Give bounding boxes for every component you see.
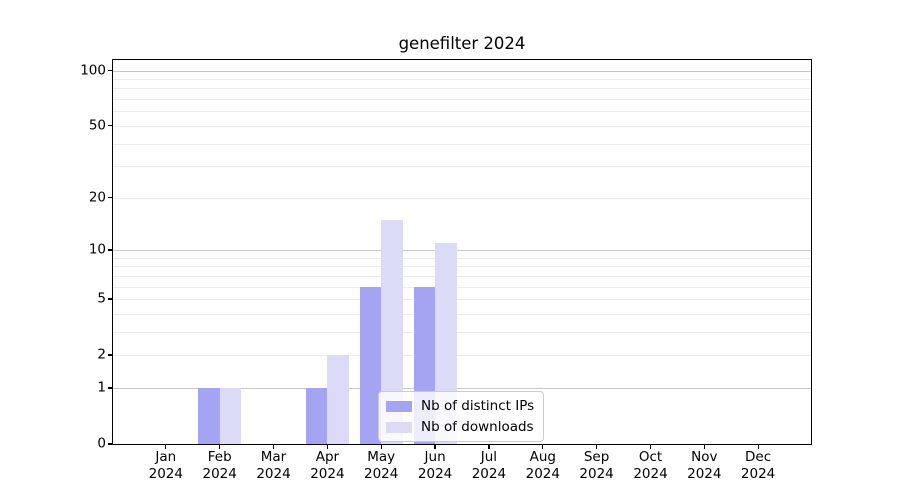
x-tick xyxy=(703,444,705,449)
legend-label-downloads: Nb of downloads xyxy=(421,419,534,435)
y-tick xyxy=(108,197,113,199)
legend: Nb of distinct IPs Nb of downloads xyxy=(378,391,545,442)
y-tick xyxy=(108,69,113,72)
gridline-minor xyxy=(113,125,811,127)
gridline-minor xyxy=(113,331,811,333)
x-tick-label: Apr 2024 xyxy=(287,449,367,483)
bar-distinct-ips xyxy=(305,387,328,444)
x-tick-month: Mar xyxy=(260,449,287,465)
x-tick-month: Nov xyxy=(691,449,718,465)
gridline-major xyxy=(113,387,811,389)
y-tick-label: 0 xyxy=(97,435,106,452)
x-tick-label: Jun 2024 xyxy=(395,449,475,483)
y-tick-label: 100 xyxy=(80,61,106,78)
legend-swatch-downloads-icon xyxy=(386,421,412,433)
y-tick xyxy=(108,298,113,300)
y-tick-label: 5 xyxy=(97,290,106,307)
x-tick xyxy=(488,444,490,449)
bar-downloads xyxy=(381,219,403,444)
x-tick-month: Sep xyxy=(583,449,610,465)
gridline-minor xyxy=(113,313,811,315)
x-tick-year: 2024 xyxy=(256,466,291,482)
legend-swatch-distinct-ips-icon xyxy=(386,400,412,412)
x-tick xyxy=(757,444,759,449)
gridline-minor xyxy=(113,143,811,145)
x-tick xyxy=(326,444,328,449)
gridline-minor xyxy=(113,99,811,100)
x-tick-month: Feb xyxy=(207,449,232,465)
x-tick xyxy=(380,444,382,449)
y-tick xyxy=(108,125,113,127)
y-tick-label: 50 xyxy=(88,117,106,134)
x-tick-year: 2024 xyxy=(364,466,399,482)
y-tick xyxy=(108,249,113,251)
legend-row-distinct-ips: Nb of distinct IPs xyxy=(386,397,534,415)
x-tick xyxy=(434,444,436,449)
gridline-major xyxy=(113,249,811,251)
x-tick-year: 2024 xyxy=(687,466,722,482)
bar-downloads xyxy=(327,355,349,444)
bar-downloads xyxy=(219,387,242,444)
x-tick-month: Aug xyxy=(529,449,556,465)
gridline-minor xyxy=(113,286,811,288)
x-tick-month: Oct xyxy=(638,449,663,465)
plot-area xyxy=(113,60,811,444)
x-tick xyxy=(272,444,275,449)
legend-label-distinct-ips: Nb of distinct IPs xyxy=(421,398,535,414)
x-tick-year: 2024 xyxy=(148,466,183,482)
x-tick-label: Jul 2024 xyxy=(449,449,529,483)
x-tick-year: 2024 xyxy=(202,466,237,482)
x-tick-month: Jan xyxy=(155,449,177,465)
gridline-minor xyxy=(113,355,811,357)
x-tick-year: 2024 xyxy=(633,466,668,482)
gridline-minor xyxy=(113,275,811,277)
x-tick-month: Apr xyxy=(315,449,340,465)
gridline-minor xyxy=(113,111,811,113)
y-tick-label: 20 xyxy=(88,188,106,205)
x-tick-label: Aug 2024 xyxy=(503,449,583,483)
x-tick-label: Dec 2024 xyxy=(718,449,798,483)
x-tick-year: 2024 xyxy=(525,466,560,482)
y-tick xyxy=(108,354,113,356)
gridline-minor xyxy=(113,166,811,168)
bar-distinct-ips xyxy=(359,286,382,444)
bar-distinct-ips xyxy=(198,387,220,444)
y-tick-label: 10 xyxy=(88,241,106,258)
x-tick-year: 2024 xyxy=(310,466,345,482)
y-tick-label: 1 xyxy=(97,379,106,396)
x-tick-label: Nov 2024 xyxy=(664,449,744,483)
x-tick-label: May 2024 xyxy=(341,449,421,483)
x-tick-label: Oct 2024 xyxy=(611,449,691,483)
gridline-minor xyxy=(113,266,811,268)
gridline-minor xyxy=(113,88,811,90)
gridline-minor xyxy=(113,257,811,259)
y-tick-label: 2 xyxy=(97,346,106,363)
x-tick-label: Feb 2024 xyxy=(180,449,260,483)
x-tick-label: Mar 2024 xyxy=(234,449,314,483)
gridline-minor xyxy=(113,299,811,300)
x-tick xyxy=(649,444,652,449)
x-tick-label: Jan 2024 xyxy=(126,449,206,483)
x-tick xyxy=(542,444,544,449)
gridline-minor xyxy=(113,197,811,199)
x-tick-year: 2024 xyxy=(471,466,507,482)
x-tick-year: 2024 xyxy=(579,466,614,482)
x-tick-month: May xyxy=(367,449,396,465)
x-tick-year: 2024 xyxy=(417,466,453,482)
gridline-major xyxy=(113,70,811,72)
x-tick-month: Jun xyxy=(424,449,446,465)
x-tick xyxy=(219,444,221,449)
legend-row-downloads: Nb of downloads xyxy=(386,418,534,436)
y-tick xyxy=(108,387,113,389)
x-tick xyxy=(596,444,598,449)
x-tick xyxy=(165,444,167,449)
chart-title: genefilter 2024 xyxy=(398,34,526,53)
x-tick-month: Jul xyxy=(480,449,498,465)
x-tick-label: Sep 2024 xyxy=(557,449,637,483)
x-tick-year: 2024 xyxy=(740,466,776,482)
x-tick-month: Dec xyxy=(745,449,772,465)
gridline-minor xyxy=(113,78,811,80)
y-tick xyxy=(108,443,113,445)
